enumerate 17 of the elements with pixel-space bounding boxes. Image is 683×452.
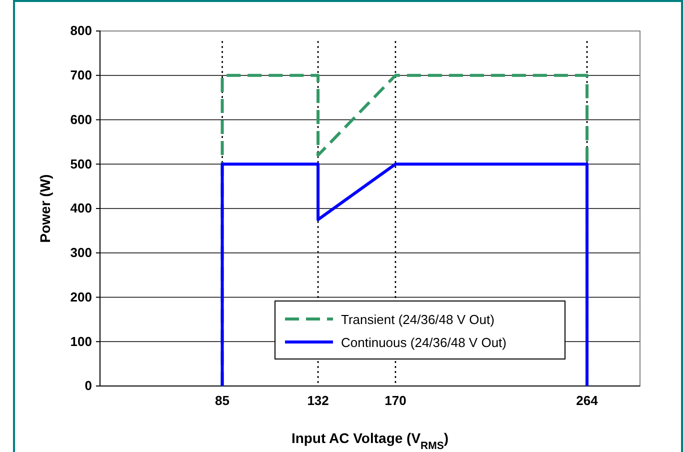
y-tick-label: 500	[70, 156, 92, 172]
x-tick-label: 85	[215, 393, 230, 408]
y-axis-title: Power (W)	[37, 174, 53, 243]
legend-label: Transient (24/36/48 V Out)	[341, 312, 494, 327]
legend-label: Continuous (24/36/48 V Out)	[341, 335, 506, 350]
x-tick-label: 170	[384, 393, 406, 408]
y-tick-label: 200	[70, 289, 92, 304]
y-tick-label: 0	[84, 378, 92, 394]
y-tick-label: 800	[70, 23, 92, 38]
y-tick-label: 400	[70, 200, 92, 216]
y-tick-label: 300	[70, 245, 92, 260]
y-tick-label: 100	[70, 334, 92, 349]
x-tick-label: 132	[307, 393, 329, 408]
y-tick-label: 600	[70, 112, 92, 127]
y-tick-label: 700	[70, 68, 92, 83]
x-axis-title: Input AC Voltage (V$_{RMS}$)	[291, 430, 449, 452]
x-tick-label: 264	[576, 393, 599, 408]
